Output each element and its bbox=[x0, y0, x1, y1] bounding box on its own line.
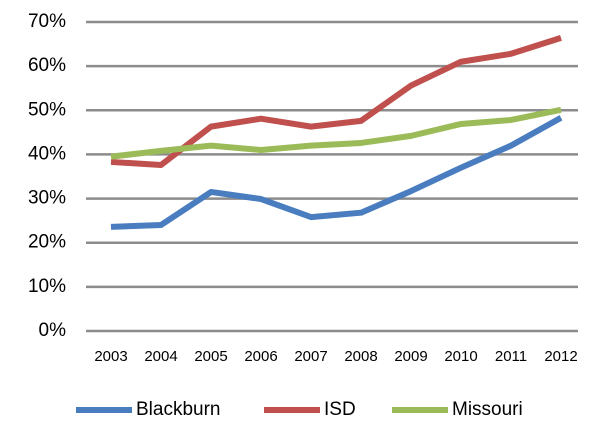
y-tick-label: 20% bbox=[28, 232, 66, 253]
y-tick-label: 40% bbox=[28, 143, 66, 164]
legend-label: ISD bbox=[324, 399, 356, 420]
x-tick-label: 2007 bbox=[294, 348, 327, 365]
y-tick-label: 70% bbox=[28, 11, 66, 32]
x-tick-label: 2011 bbox=[495, 348, 527, 365]
x-tick-label: 2008 bbox=[344, 348, 377, 365]
x-tick-label: 2005 bbox=[194, 348, 227, 365]
series-line bbox=[110, 106, 562, 160]
legend-label: Blackburn bbox=[136, 399, 221, 420]
y-tick-label: 30% bbox=[28, 188, 66, 209]
x-tick-label: 2012 bbox=[544, 348, 577, 365]
x-tick-label: 2009 bbox=[394, 348, 427, 365]
x-tick-label: 2004 bbox=[144, 348, 177, 365]
series-line bbox=[110, 115, 563, 230]
y-tick-label: 10% bbox=[28, 276, 66, 297]
x-tick-label: 2003 bbox=[94, 348, 127, 365]
x-tick-label: 2010 bbox=[444, 348, 477, 365]
x-tick-label: 2006 bbox=[244, 348, 277, 365]
y-tick-label: 60% bbox=[28, 55, 66, 76]
y-tick-label: 50% bbox=[28, 99, 66, 120]
legend-label: Missouri bbox=[452, 399, 523, 420]
y-tick-label: 0% bbox=[39, 320, 67, 341]
